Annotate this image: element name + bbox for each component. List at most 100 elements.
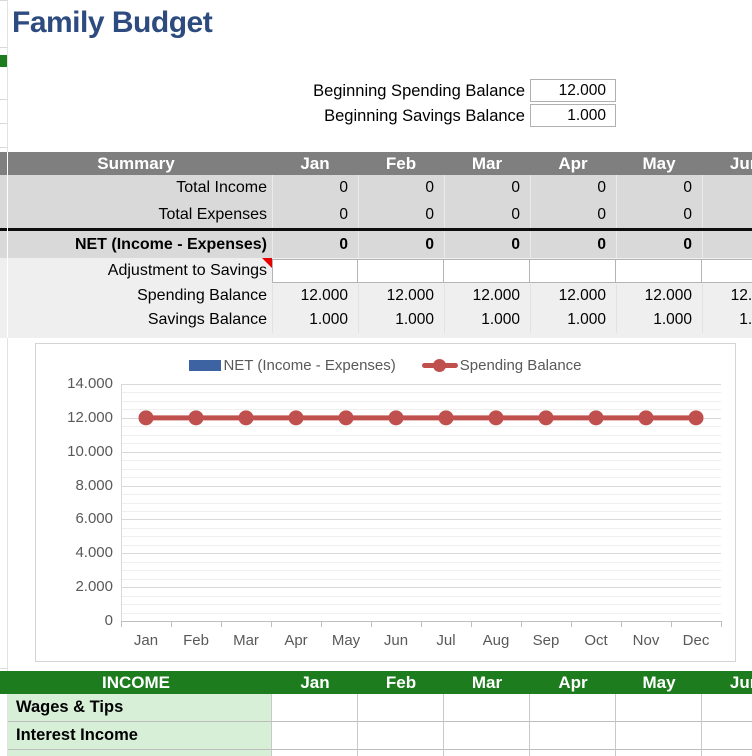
sheet-row-gridline xyxy=(0,123,7,124)
value-cell[interactable]: 0 xyxy=(272,231,358,258)
summary-header-label: Summary xyxy=(97,154,175,173)
income-header-label: INCOME xyxy=(102,673,170,692)
income-row-dividends: Dividends xyxy=(0,750,752,756)
income-input-cell[interactable] xyxy=(358,694,444,722)
value-cell[interactable]: 0 xyxy=(358,201,444,228)
income-input-cell[interactable] xyxy=(358,750,444,756)
sheet-row-gridline xyxy=(0,147,7,148)
x-axis-label: Sep xyxy=(532,632,560,649)
value-cell[interactable]: 0 xyxy=(616,231,702,258)
value-cell[interactable]: 0 xyxy=(616,175,702,201)
data-point-marker xyxy=(638,410,654,426)
income-input-cell[interactable] xyxy=(702,694,752,722)
income-input-cell[interactable] xyxy=(358,722,444,750)
value-cell[interactable]: 0 xyxy=(444,201,530,228)
month-header-cell: Jan xyxy=(300,154,330,173)
income-input-cell[interactable] xyxy=(444,750,530,756)
value-cell[interactable]: 0 xyxy=(358,231,444,258)
value-cell[interactable]: 1.000 xyxy=(702,307,752,333)
spending-balance-row: Spending Balance 12.000 12.000 12.000 12.00… xyxy=(0,284,752,307)
month-header-cell: Apr xyxy=(558,673,588,692)
budget-chart[interactable]: NET (Income - Expenses) Spending Balance… xyxy=(35,343,736,662)
x-axis-tick xyxy=(171,621,172,627)
input-cell[interactable] xyxy=(358,259,444,283)
value-cell[interactable]: 0 xyxy=(530,231,616,258)
minor-gridline xyxy=(121,561,721,563)
beginning-savings-balance-cell[interactable]: 1.000 xyxy=(530,104,616,127)
input-cell[interactable] xyxy=(702,259,752,283)
value-cell[interactable]: 12.000 xyxy=(702,284,752,307)
minor-gridline xyxy=(121,536,721,538)
value-cell[interactable]: 12.000 xyxy=(530,284,616,307)
income-input-cell[interactable] xyxy=(616,694,702,722)
value-cell[interactable]: 0 xyxy=(530,175,616,201)
income-input-cell[interactable] xyxy=(702,750,752,756)
income-row-label[interactable]: Dividends xyxy=(8,750,272,756)
minor-gridline xyxy=(121,570,721,572)
value-cell[interactable]: 0 xyxy=(358,175,444,201)
x-axis-label: Mar xyxy=(233,632,259,649)
income-row-label[interactable]: Wages & Tips xyxy=(8,694,272,722)
value-cell[interactable]: 0 xyxy=(272,175,358,201)
x-axis-tick xyxy=(521,621,522,627)
income-input-cell[interactable] xyxy=(444,694,530,722)
value-cell[interactable]: 12.000 xyxy=(444,284,530,307)
value-cell[interactable]: 0 xyxy=(530,201,616,228)
value-cell[interactable]: 12.000 xyxy=(616,284,702,307)
input-cell[interactable] xyxy=(530,259,616,283)
value-cell[interactable]: 1.000 xyxy=(530,307,616,333)
input-cell[interactable] xyxy=(616,259,702,283)
comment-marker-icon[interactable] xyxy=(262,258,272,268)
value-cell[interactable]: 1.000 xyxy=(616,307,702,333)
income-input-cell[interactable] xyxy=(616,722,702,750)
x-axis-tick xyxy=(121,621,122,627)
row-cells xyxy=(272,722,752,750)
y-axis-label: 2.000 xyxy=(75,578,113,596)
row-cells: 000000 xyxy=(272,175,752,201)
income-row-label[interactable]: Interest Income xyxy=(8,722,272,750)
x-axis-label: Oct xyxy=(584,632,608,649)
x-axis-label: Apr xyxy=(284,632,308,649)
x-axis-label: Jun xyxy=(383,632,409,649)
minor-gridline xyxy=(121,604,721,606)
value-cell[interactable]: 0 xyxy=(444,175,530,201)
value-cell[interactable]: 0 xyxy=(702,175,752,201)
income-input-cell[interactable] xyxy=(702,722,752,750)
income-input-cell[interactable] xyxy=(530,750,616,756)
value-cell[interactable]: 0 xyxy=(444,231,530,258)
minor-gridline xyxy=(121,477,721,479)
income-input-cell[interactable] xyxy=(272,722,358,750)
value-cell[interactable]: 0 xyxy=(616,201,702,228)
beginning-spending-balance-cell[interactable]: 12.000 xyxy=(530,79,616,102)
input-cell[interactable] xyxy=(272,259,358,283)
income-input-cell[interactable] xyxy=(530,694,616,722)
value-cell[interactable]: 1.000 xyxy=(444,307,530,333)
value-cell[interactable]: 1.000 xyxy=(272,307,358,333)
income-input-cell[interactable] xyxy=(530,722,616,750)
band-tail xyxy=(0,333,752,338)
minor-gridline xyxy=(121,494,721,496)
row-label: Total Income xyxy=(176,179,267,196)
minor-gridline xyxy=(121,426,721,428)
value-cell[interactable]: 12.000 xyxy=(358,284,444,307)
income-input-cell[interactable] xyxy=(444,722,530,750)
value-cell[interactable]: 0 xyxy=(702,201,752,228)
summary-header-row: Summary Jan Feb Mar Apr May Jun xyxy=(0,152,752,175)
income-input-cell[interactable] xyxy=(616,750,702,756)
y-axis-line xyxy=(121,384,122,621)
value-cell[interactable]: 0 xyxy=(272,201,358,228)
major-gridline xyxy=(121,519,721,521)
income-input-cell[interactable] xyxy=(272,694,358,722)
value-cell[interactable]: 12.000 xyxy=(272,284,358,307)
input-cell[interactable] xyxy=(444,259,530,283)
row-label: Savings Balance xyxy=(147,311,267,328)
value-cell[interactable]: 1.000 xyxy=(358,307,444,333)
value-cell[interactable]: 0 xyxy=(702,231,752,258)
total-income-row: Total Income 000000 xyxy=(0,175,752,201)
income-input-cell[interactable] xyxy=(272,750,358,756)
major-gridline xyxy=(121,485,721,487)
x-axis-tick xyxy=(321,621,322,627)
minor-gridline xyxy=(121,544,721,546)
